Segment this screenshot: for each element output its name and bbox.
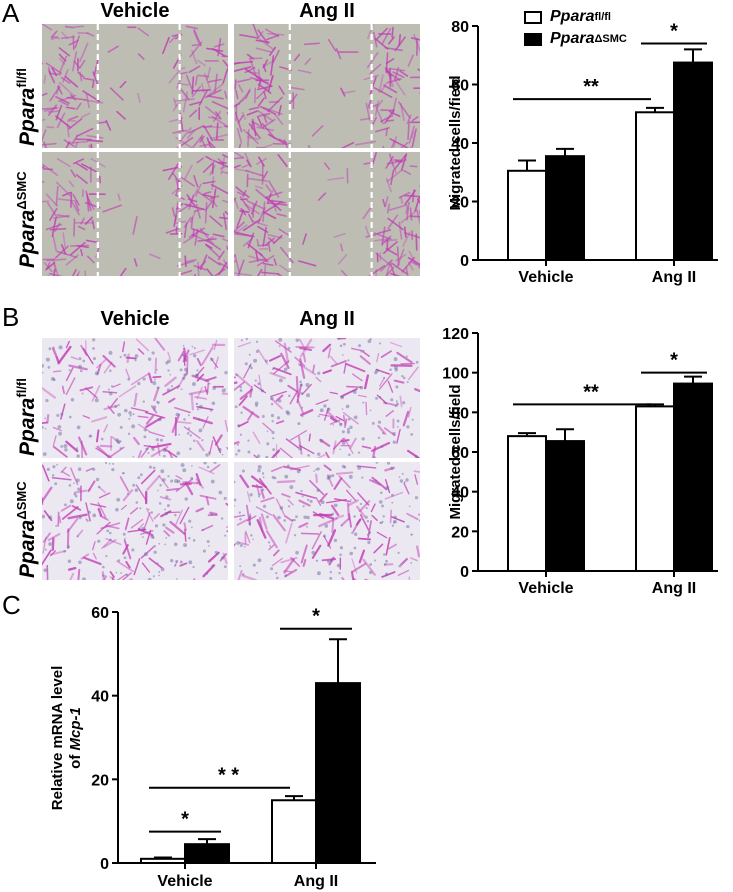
panel-b-col-angii: Ang II [299, 308, 355, 330]
chart-2-y-tick-label: 0 [100, 856, 109, 873]
chart-2-significance-label: * [181, 809, 189, 831]
chart-0-bar-flfl [635, 111, 675, 261]
chart-0-y-tick-label: 20 [451, 195, 469, 212]
chart-1-y-tick-label: 40 [451, 485, 469, 502]
panel-c-letter: C [2, 590, 21, 620]
chart-2-y-tick-label: 60 [91, 605, 109, 622]
chart-1-y-tick-label: 60 [451, 445, 469, 462]
micrograph-a-angii-dsmc [234, 152, 420, 276]
chart-2-x-tick-label: Ang II [294, 873, 338, 890]
chart-1-y-tick-label: 80 [451, 405, 469, 422]
legend-label-flfl: Ppara [550, 8, 595, 25]
panel-a-col-angii: Ang II [299, 0, 355, 22]
legend-swatch-white [524, 10, 542, 24]
chart-2-y-tick-label: 20 [91, 772, 109, 789]
chart-1-bar-flfl [507, 435, 547, 572]
panel-b-row-label-flfl: Pparafl/fl [14, 378, 39, 456]
chart-1-significance-label: * [670, 350, 678, 372]
chart-1-x-tick-label: Ang II [652, 580, 696, 597]
chart-2-bar-flfl [271, 799, 317, 864]
chart-1-y-tick-label: 0 [460, 564, 469, 581]
chart-0-x-tick-label: Vehicle [518, 269, 573, 286]
micrograph-a-vehicle-dsmc [42, 152, 228, 276]
micrograph-b-angii-dsmc [234, 462, 420, 580]
chart-1-y-tick-label: 20 [451, 524, 469, 541]
chart-0-y-axis-label: Migrated cells/field [447, 75, 464, 210]
panel-b-col-vehicle: Vehicle [100, 308, 170, 330]
chart-1-bar-dsmc [673, 382, 713, 573]
micrograph-b-vehicle-flfl [42, 338, 228, 458]
legend-label-dsmc: Ppara [550, 30, 595, 47]
chart-0-y-tick-label: 40 [451, 136, 469, 153]
chart-0-y-tick-label: 0 [460, 253, 469, 270]
chart-2-y-axis-label-line1: Relative mRNA level [49, 666, 66, 811]
chart-0-bar-dsmc [673, 61, 713, 261]
legend: Ppara fl/fl Ppara ΔSMC [524, 6, 627, 50]
legend-item-dsmc: Ppara ΔSMC [524, 28, 627, 50]
micrograph-a-angii-flfl [234, 24, 420, 148]
chart-2-bar-dsmc [315, 682, 361, 864]
chart-1-bar-dsmc [545, 440, 585, 573]
micrograph-a-vehicle-flfl [42, 24, 228, 148]
legend-sup-flfl: fl/fl [594, 11, 611, 23]
micrograph-b-angii-flfl [234, 338, 420, 458]
chart-2-bar-dsmc [184, 843, 230, 864]
chart-2-y-tick-label: 40 [91, 689, 109, 706]
chart-0-bar-dsmc [545, 155, 585, 262]
chart-1-y-tick-label: 120 [442, 326, 469, 343]
chart-1-bar-flfl [635, 405, 675, 572]
chart-1-y-tick-label: 100 [442, 366, 469, 383]
chart-0-x-tick-label: Ang II [652, 269, 696, 286]
chart-2-x-tick-label: Vehicle [157, 873, 212, 890]
legend-item-flfl: Ppara fl/fl [524, 6, 627, 28]
chart-0-significance-label: * [670, 21, 678, 43]
panel-b-letter: B [2, 302, 20, 332]
micrograph-b-vehicle-dsmc [42, 462, 228, 580]
panel-a-col-vehicle: Vehicle [100, 0, 170, 22]
chart-0-y-tick-label: 80 [451, 19, 469, 36]
chart-0-significance-label: ** [583, 76, 599, 98]
panel-a-letter: A [2, 0, 20, 28]
chart-1-y-axis-label: Migrated cells/field [447, 384, 464, 519]
chart-2-significance-label: * * [218, 765, 239, 787]
chart-1-x-tick-label: Vehicle [518, 580, 573, 597]
panel-a-row-label-dsmc: PparaΔSMC [14, 171, 39, 268]
legend-swatch-black [524, 32, 542, 46]
chart-1-significance-label: ** [583, 381, 599, 403]
panel-a-row-label-flfl: Pparafl/fl [14, 68, 39, 146]
legend-sup-dsmc: ΔSMC [594, 33, 627, 45]
chart-0-y-tick-label: 60 [451, 78, 469, 95]
chart-2-significance-label: * [312, 606, 320, 628]
chart-2-y-axis-label-line2: of Mcp-1 [67, 707, 84, 769]
chart-2-bar-flfl [140, 857, 186, 864]
panel-b-row-label-dsmc: PparaΔSMC [14, 481, 39, 578]
chart-0-bar-flfl [507, 169, 547, 262]
